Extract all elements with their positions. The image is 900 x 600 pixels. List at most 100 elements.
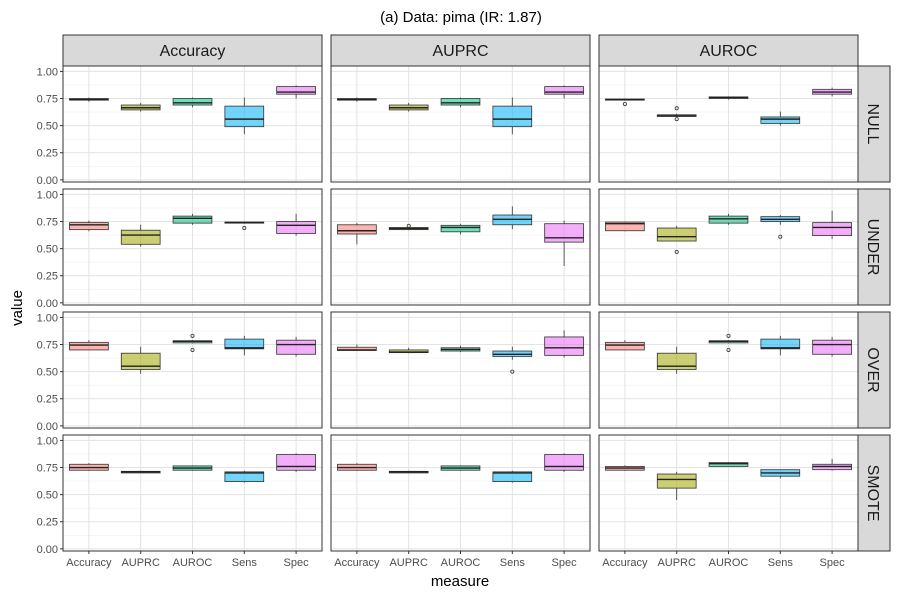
y-tick-label: 1.00 [37, 435, 58, 447]
box-auprc [120, 102, 161, 112]
box-sens [492, 206, 533, 230]
box-iqr [69, 341, 109, 351]
x-tick-label: AUROC [441, 557, 481, 569]
y-axis-label: value [9, 290, 26, 326]
panel [62, 65, 323, 183]
outlier-point [622, 101, 627, 106]
panel [62, 311, 323, 429]
box-accuracy [337, 222, 377, 245]
panel [330, 65, 591, 183]
box-accuracy [69, 340, 109, 351]
box-iqr [708, 215, 749, 224]
box-iqr [492, 471, 533, 483]
box-iqr [708, 462, 749, 467]
box-iqr [656, 227, 697, 242]
panel-border [330, 65, 591, 183]
box-iqr [224, 338, 265, 350]
box-accuracy [605, 98, 645, 106]
panel-border [598, 65, 859, 183]
y-tick-label: 0.25 [37, 271, 58, 283]
box-auroc [172, 97, 213, 108]
box-accuracy [69, 97, 109, 102]
box-auprc [120, 470, 161, 474]
panel-border [62, 65, 323, 183]
panel-border [330, 188, 591, 306]
outlier-point [674, 106, 679, 111]
outlier-point [510, 369, 515, 374]
box-auroc [708, 213, 749, 225]
box-sens [492, 97, 533, 135]
x-tick-label: AUPRC [121, 557, 160, 569]
box-iqr [544, 454, 584, 471]
column-strip [330, 34, 591, 67]
row-strip-label: NULL [864, 104, 881, 145]
box-auroc [708, 333, 749, 352]
y-tick-label: 0.00 [37, 544, 58, 556]
outlier-point [726, 333, 731, 338]
panel [598, 311, 859, 429]
column-strip [62, 34, 323, 67]
box-accuracy [69, 220, 109, 232]
x-tick-label: AUROC [709, 557, 749, 569]
box-iqr [276, 454, 316, 471]
box-iqr [544, 86, 584, 95]
box-auprc [388, 102, 429, 112]
y-tick-label: 0.50 [37, 121, 58, 133]
box-auroc [172, 213, 213, 225]
box-iqr [172, 98, 213, 106]
column-strip [598, 34, 859, 67]
box-accuracy [605, 221, 645, 232]
box-auprc [656, 225, 697, 254]
box-auroc [708, 96, 749, 100]
x-tick-label: Sens [768, 557, 794, 569]
box-accuracy [605, 465, 645, 471]
box-spec [276, 85, 316, 99]
box-iqr [544, 336, 584, 356]
box-sens [760, 469, 801, 479]
box-iqr [172, 215, 213, 224]
box-iqr [812, 339, 852, 355]
chart-title: (a) Data: pima (IR: 1.87) [380, 9, 542, 26]
y-tick-label: 1.00 [37, 312, 58, 324]
box-auprc [388, 223, 429, 231]
box-sens [492, 346, 533, 374]
y-tick-label: 0.00 [37, 298, 58, 310]
y-tick-label: 0.75 [37, 94, 58, 106]
x-tick-label: AUPRC [389, 557, 428, 569]
x-tick-label: AUROC [173, 557, 213, 569]
box-spec [812, 458, 852, 471]
box-auroc [172, 333, 213, 352]
row-strip [857, 434, 891, 552]
box-iqr [120, 352, 161, 370]
y-tick-label: 0.50 [37, 490, 58, 502]
box-accuracy [69, 463, 109, 471]
panel-border [62, 188, 323, 306]
outlier-point [674, 117, 679, 122]
box-iqr [605, 221, 645, 232]
y-tick-label: 0.00 [37, 421, 58, 433]
x-tick-label: Sens [232, 557, 258, 569]
panel-border [62, 311, 323, 429]
row-strip [857, 65, 891, 183]
box-sens [492, 470, 533, 483]
box-auprc [120, 224, 161, 247]
box-auroc [440, 465, 481, 471]
row-strip-label: UNDER [864, 219, 881, 276]
box-auroc [440, 345, 481, 353]
box-sens [760, 335, 801, 356]
panel-border [330, 311, 591, 429]
box-spec [812, 87, 852, 97]
box-sens [224, 97, 265, 135]
y-tick-label: 0.25 [37, 394, 58, 406]
box-spec [812, 336, 852, 357]
panel [598, 188, 859, 306]
y-tick-label: 0.00 [37, 175, 58, 187]
outlier-point [406, 223, 411, 228]
box-spec [544, 453, 584, 472]
box-iqr [812, 222, 852, 237]
outlier-point [674, 249, 679, 254]
box-sens [224, 335, 265, 356]
box-spec [812, 210, 852, 239]
x-tick-label: Accuracy [66, 557, 112, 569]
